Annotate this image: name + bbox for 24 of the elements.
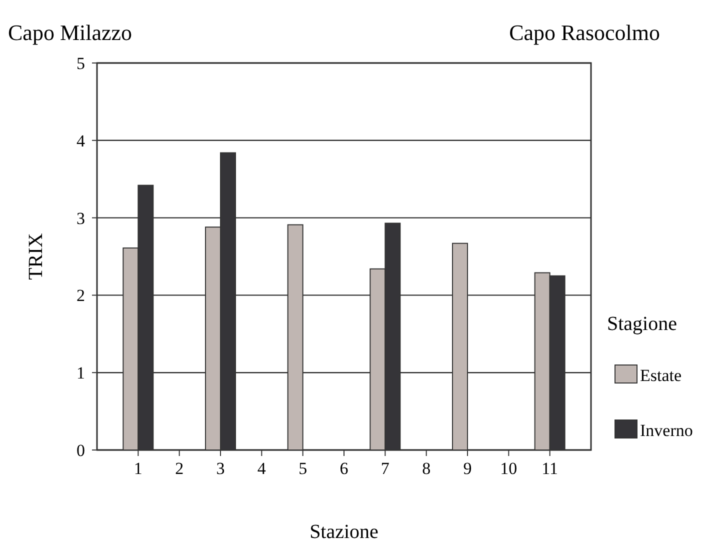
y-tick-label: 0 — [76, 440, 85, 460]
legend-label: Inverno — [640, 420, 693, 440]
y-axis-title: TRIX — [25, 232, 47, 280]
y-tick-label: 4 — [76, 131, 86, 150]
x-tick-label: 11 — [542, 459, 558, 478]
y-tick-label: 1 — [76, 364, 85, 383]
y-tick-label: 3 — [76, 208, 85, 228]
x-tick-label: 10 — [500, 459, 518, 478]
x-tick-label: 1 — [134, 459, 142, 478]
x-tick-label: 8 — [422, 459, 431, 478]
x-tick-label: 9 — [463, 459, 472, 478]
y-tick-label: 5 — [76, 54, 85, 73]
text: Capo Milazzo — [8, 20, 132, 45]
x-tick-label: 5 — [298, 459, 308, 478]
legend-label: Estate — [640, 366, 682, 385]
x-tick-label: 7 — [380, 459, 390, 478]
legend-title: Stagione — [607, 313, 678, 335]
x-axis-title: Stazione — [310, 521, 379, 540]
text: Capo Rasocolmo — [509, 20, 660, 45]
x-tick-label: 4 — [257, 459, 266, 478]
x-tick-label: 6 — [340, 459, 348, 478]
x-tick-label: 2 — [175, 459, 184, 478]
y-tick-label: 2 — [76, 286, 85, 306]
x-tick-label: 3 — [216, 459, 225, 478]
